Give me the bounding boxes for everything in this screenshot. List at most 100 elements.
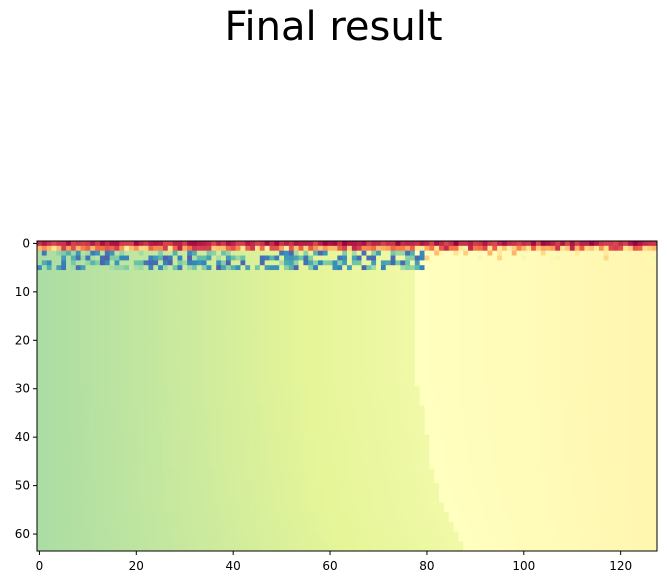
heatmap-cell — [75, 357, 81, 363]
heatmap-cell — [293, 294, 299, 300]
heatmap-cell — [477, 366, 484, 373]
heatmap-cell — [487, 303, 493, 310]
heatmap-cell — [279, 362, 285, 368]
heatmap-cell — [400, 274, 406, 281]
heatmap-cell — [414, 250, 421, 256]
heatmap-cell — [133, 342, 140, 348]
heatmap-cell — [148, 405, 154, 411]
heatmap-cell — [211, 410, 217, 416]
heatmap-cell — [560, 362, 566, 368]
heatmap-cell — [521, 323, 527, 329]
heatmap-cell — [46, 337, 52, 344]
heatmap-cell — [511, 420, 517, 426]
heatmap-cell — [225, 313, 232, 319]
heatmap-cell — [632, 299, 639, 305]
heatmap-cell — [526, 241, 532, 247]
heatmap-cell — [56, 362, 62, 368]
heatmap-cell — [487, 289, 493, 295]
heatmap-cell — [652, 347, 658, 353]
heatmap-cell — [211, 396, 217, 402]
heatmap-cell — [521, 405, 527, 411]
heatmap-cell — [269, 415, 275, 421]
heatmap-cell — [70, 357, 77, 363]
heatmap-cell — [133, 245, 140, 252]
heatmap-cell — [366, 308, 372, 315]
heatmap-cell — [647, 303, 653, 310]
heatmap-cell — [535, 289, 542, 295]
heatmap-cell — [497, 425, 503, 431]
heatmap-cell — [269, 241, 275, 247]
heatmap-cell — [46, 294, 52, 300]
heatmap-cell — [414, 294, 421, 300]
heatmap-cell — [380, 323, 387, 329]
heatmap-cell — [99, 265, 106, 271]
heatmap-cell — [400, 279, 406, 285]
chart-title: Final result — [224, 4, 443, 50]
heatmap-cell — [564, 284, 571, 290]
heatmap-cell — [637, 318, 643, 324]
heatmap-cell — [56, 274, 62, 281]
heatmap-cell — [560, 425, 566, 431]
heatmap-cell — [439, 381, 445, 387]
heatmap-cell — [37, 376, 43, 382]
heatmap-cell — [550, 284, 556, 290]
heatmap-cell — [172, 250, 178, 256]
heatmap-cell — [497, 260, 503, 266]
heatmap-cell — [647, 420, 653, 426]
heatmap-cell — [598, 279, 605, 285]
heatmap-cell — [521, 366, 527, 373]
heatmap-cell — [332, 328, 338, 334]
heatmap-cell — [385, 396, 391, 402]
heatmap-cell — [351, 386, 358, 392]
heatmap-cell — [158, 391, 164, 397]
heatmap-cell — [579, 265, 585, 271]
heatmap-cell — [138, 425, 144, 431]
heatmap-cell — [196, 337, 203, 344]
heatmap-cell — [632, 333, 639, 339]
heatmap-cell — [284, 308, 290, 315]
heatmap-cell — [376, 337, 382, 344]
heatmap-cell — [608, 299, 614, 305]
heatmap-cell — [254, 313, 261, 319]
heatmap-cell — [148, 308, 154, 315]
heatmap-cell — [453, 318, 459, 324]
heatmap-cell — [153, 303, 159, 310]
heatmap-cell — [439, 371, 445, 378]
heatmap-cell — [192, 333, 198, 339]
heatmap-cell — [254, 381, 261, 387]
heatmap-cell — [182, 279, 188, 285]
heatmap-cell — [564, 391, 571, 397]
heatmap-cell — [80, 420, 86, 426]
heatmap-cell — [594, 342, 600, 348]
heatmap-cell — [594, 299, 600, 305]
heatmap-cell — [434, 337, 440, 344]
heatmap-cell — [400, 352, 406, 358]
heatmap-cell — [75, 328, 81, 334]
heatmap-cell — [516, 371, 522, 378]
heatmap-cell — [506, 308, 513, 315]
heatmap-cell — [516, 313, 522, 319]
heatmap-cell — [434, 400, 440, 407]
heatmap-cell — [327, 396, 333, 402]
heatmap-cell — [356, 260, 362, 266]
heatmap-cell — [153, 294, 159, 300]
heatmap-cell — [555, 284, 561, 290]
heatmap-cell — [623, 284, 629, 290]
heatmap-cell — [143, 313, 149, 319]
heatmap-cell — [531, 241, 537, 247]
heatmap-cell — [429, 362, 435, 368]
heatmap-cell — [167, 362, 174, 368]
heatmap-cell — [356, 323, 362, 329]
heatmap-cell — [409, 313, 416, 319]
heatmap-cell — [80, 294, 86, 300]
heatmap-cell — [51, 270, 57, 276]
heatmap-cell — [182, 260, 188, 266]
heatmap-cell — [603, 415, 609, 421]
heatmap-cell — [569, 250, 576, 256]
heatmap-cell — [555, 396, 561, 402]
heatmap-cell — [540, 323, 546, 329]
heatmap-cell — [463, 265, 469, 271]
heatmap-cell — [598, 299, 605, 305]
heatmap-cell — [409, 362, 416, 368]
heatmap-cell — [419, 284, 425, 290]
